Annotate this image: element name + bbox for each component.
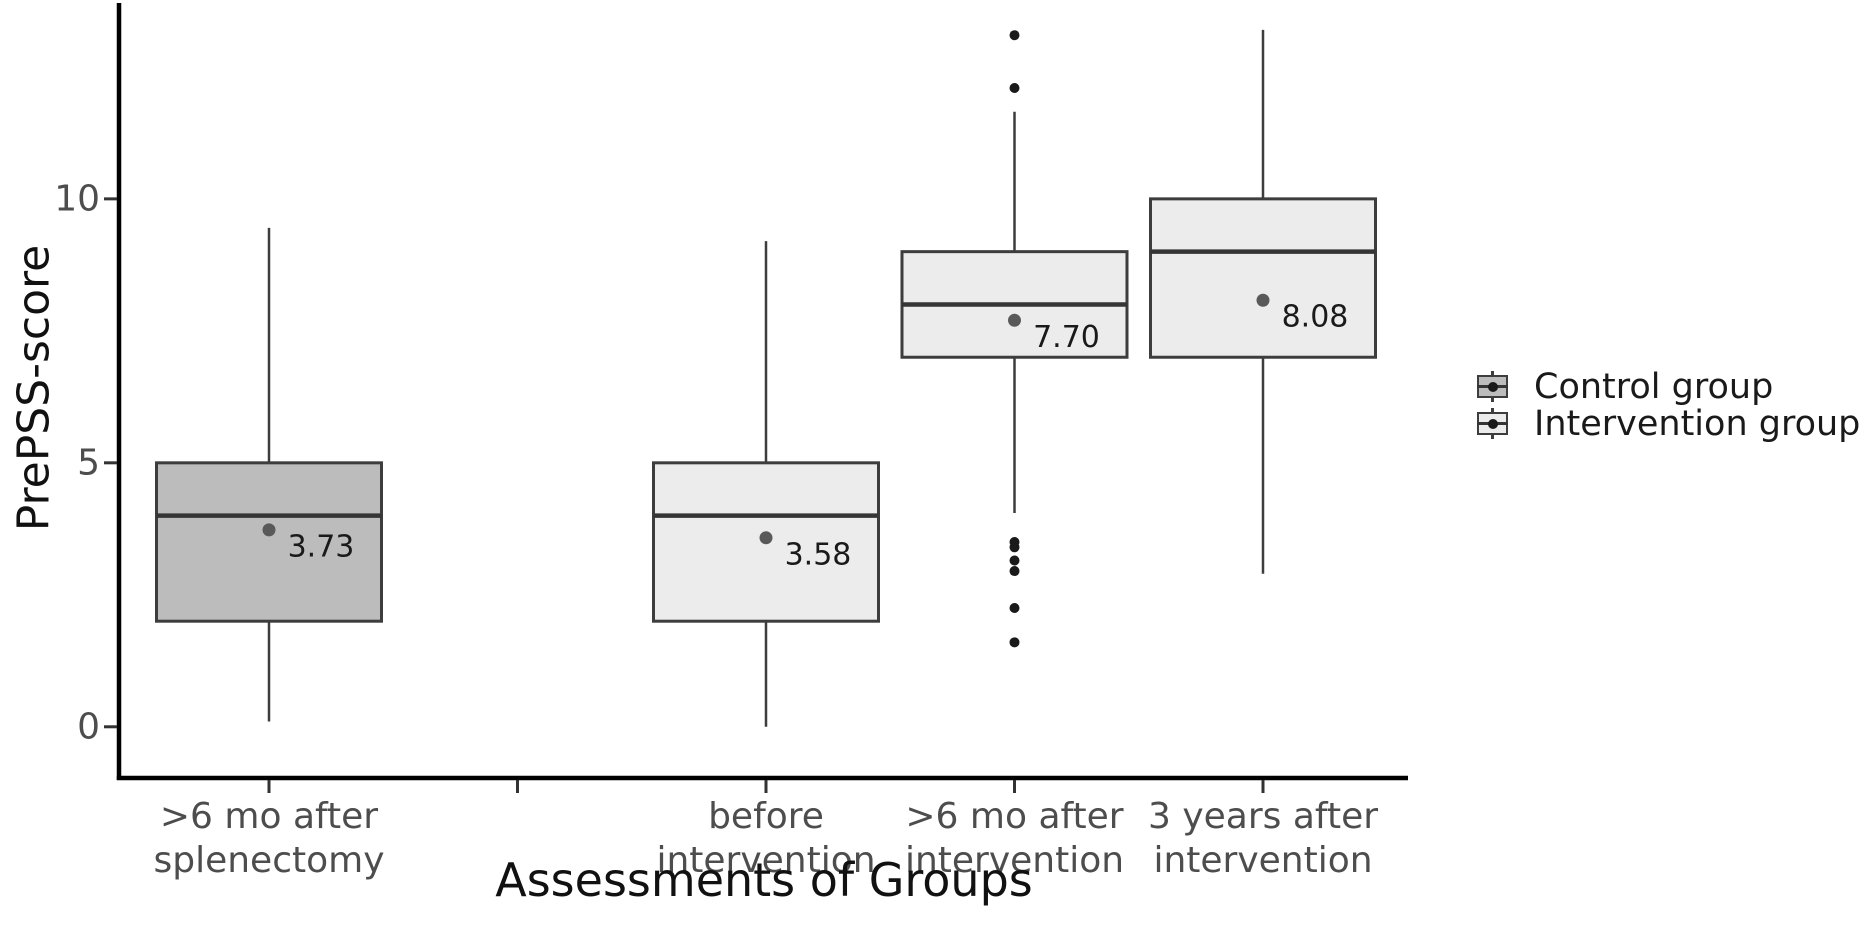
key-outlier-dot bbox=[1487, 381, 1498, 392]
y-tick-label: 5 bbox=[77, 442, 100, 483]
boxplot-box-0: 3.73 bbox=[155, 227, 383, 722]
outlier-dot bbox=[1009, 637, 1020, 648]
boxplot-key-icon bbox=[1477, 408, 1508, 439]
mean-dot bbox=[1256, 293, 1270, 307]
mean-dot bbox=[759, 531, 773, 545]
x-tick-label: before bbox=[708, 796, 824, 837]
legend-item-control-group: Control group bbox=[1477, 366, 1860, 407]
outlier-dot bbox=[1009, 30, 1020, 41]
x-axis-title: Assessments of Groups bbox=[495, 853, 1033, 907]
y-tick-label: 0 bbox=[77, 706, 100, 747]
outlier-dot bbox=[1009, 555, 1020, 566]
mean-dot bbox=[1008, 313, 1021, 327]
outlier-dot bbox=[1009, 82, 1020, 93]
boxplot-box-2: 7.70 bbox=[900, 30, 1129, 648]
mean-value-label: 3.58 bbox=[785, 537, 852, 572]
iqr-box bbox=[1149, 197, 1377, 359]
x-tick-label: splenectomy bbox=[153, 840, 384, 881]
mean-value-label: 3.73 bbox=[288, 529, 355, 564]
key-outlier-dot bbox=[1487, 418, 1498, 429]
x-tick-label: 3 years after bbox=[1148, 796, 1378, 837]
boxplot-box-3: 8.08 bbox=[1149, 29, 1377, 574]
y-axis-title: PrePSS-score bbox=[8, 244, 60, 532]
x-tick-label: intervention bbox=[905, 840, 1124, 881]
outlier-dot bbox=[1009, 542, 1020, 553]
x-tick-label: >6 mo after bbox=[905, 796, 1123, 837]
mean-dot bbox=[262, 523, 276, 537]
outlier-dot bbox=[1009, 603, 1020, 614]
legend-item-intervention-group: Intervention group bbox=[1477, 403, 1861, 444]
iqr-box bbox=[155, 461, 383, 623]
x-tick-label: intervention bbox=[1153, 840, 1372, 881]
legend-label-intervention-group: Intervention group bbox=[1534, 403, 1861, 444]
boxplot-box-1: 3.58 bbox=[652, 241, 880, 727]
x-tick-label: intervention bbox=[656, 840, 875, 881]
mean-value-label: 8.08 bbox=[1282, 300, 1349, 335]
outlier-dot bbox=[1009, 566, 1020, 577]
boxplot-key-icon bbox=[1477, 371, 1508, 402]
legend: Control group Intervention group bbox=[1477, 366, 1861, 444]
legend-label-control-group: Control group bbox=[1534, 366, 1774, 407]
mean-value-label: 7.70 bbox=[1033, 320, 1100, 355]
x-tick-label: >6 mo after bbox=[160, 796, 378, 837]
y-tick-label: 10 bbox=[54, 178, 100, 219]
